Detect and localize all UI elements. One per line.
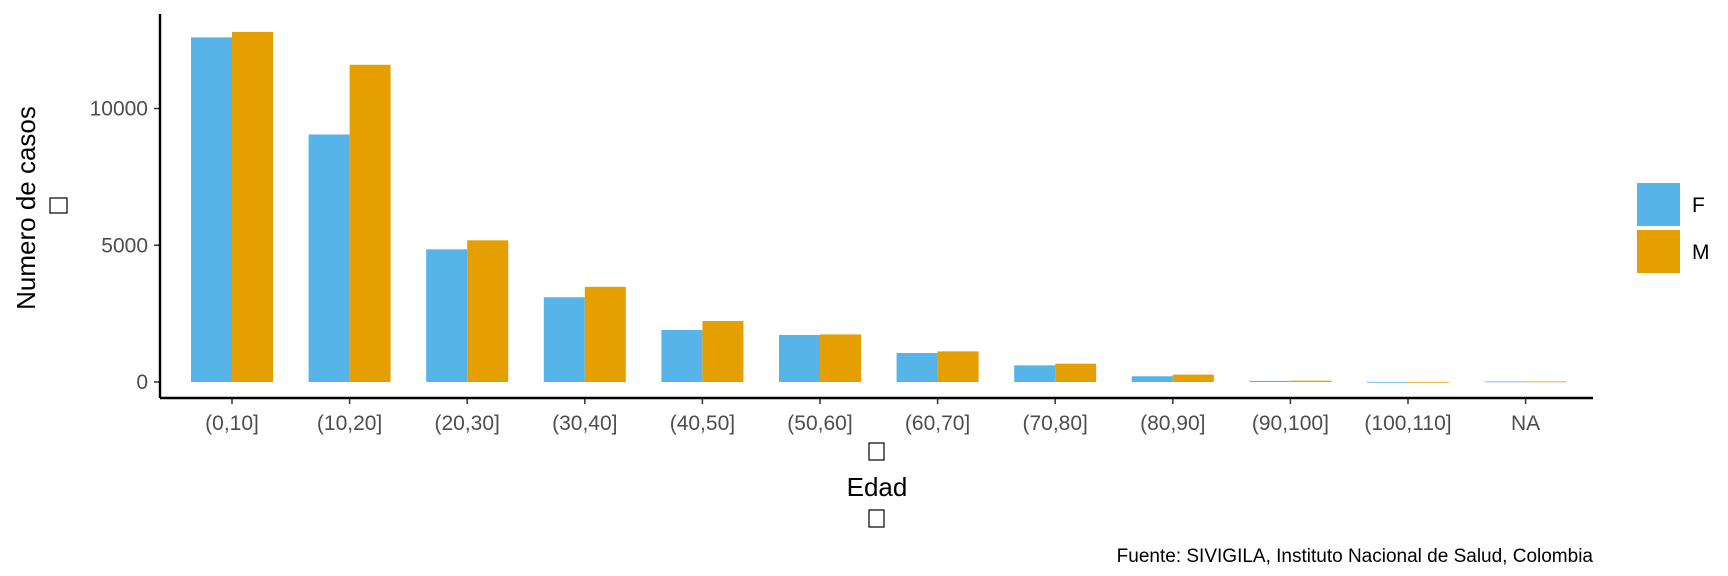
x-tick-label-0: (0,10] [205,412,259,435]
y-tick-label-2: 10000 [90,98,148,121]
bar-F-11 [1484,381,1526,383]
x-tick-label-6: (60,70] [905,412,970,435]
x-tick-label-11: NA [1511,412,1540,435]
bar-F-5 [779,334,820,382]
x-tick-label-5: (50,60] [787,412,852,435]
x-tick-label-7: (70,80] [1023,412,1088,435]
y-axis-title: Numero de casos [11,106,41,310]
x-tick-label-4: (40,50] [670,412,735,435]
bars-layer [191,31,1567,383]
x-axis-title-placeholder-glyph-top [868,442,885,461]
legend-key-M [1637,230,1680,273]
bar-M-0 [232,31,273,382]
legend-label-M: M [1692,241,1710,264]
x-tick-label-1: (10,20] [317,412,382,435]
y-tick-label-0: 0 [136,371,148,394]
bar-M-4 [702,321,744,382]
bar-M-9 [1290,380,1332,382]
bar-M-6 [937,351,979,382]
bar-F-8 [1131,376,1173,382]
bar-F-9 [1249,380,1291,382]
y-tick-label-1: 5000 [101,234,148,257]
x-tick-label-3: (30,40] [552,412,617,435]
bar-M-2 [467,240,509,382]
bar-F-0 [191,37,232,382]
chart-caption: Fuente: SIVIGILA, Instituto Nacional de … [1117,546,1594,567]
bar-M-7 [1055,363,1097,382]
bar-M-8 [1172,374,1214,382]
legend: FM [1637,183,1710,273]
x-axis-ticks: (0,10] (10,20] (20,30] (30,40] (40,50] (50,60… [205,398,1540,435]
x-axis-title-placeholder-glyph-bottom [868,509,885,528]
bar-F-3 [543,297,585,382]
bar-F-7 [1014,365,1056,382]
bar-M-10 [1408,381,1449,383]
bar-M-3 [584,286,626,382]
legend-label-F: F [1692,194,1705,217]
y-axis-title-placeholder-glyph [49,197,68,214]
bar-F-4 [661,330,703,382]
legend-key-F [1637,183,1680,226]
x-tick-label-10: (100,110] [1364,412,1451,435]
y-axis-ticks: 0 5000 10000 [90,98,160,394]
x-tick-label-9: (90,100] [1252,412,1329,435]
bar-F-1 [308,134,350,382]
x-tick-label-2: (20,30] [435,412,500,435]
bar-M-5 [820,334,861,382]
bar-F-2 [426,249,468,382]
x-axis-title: Edad [847,472,908,502]
bar-M-1 [349,64,391,383]
bar-F-10 [1367,381,1408,383]
bar-F-6 [896,353,938,382]
bar-M-11 [1525,381,1567,383]
x-tick-label-8: (80,90] [1140,412,1205,435]
